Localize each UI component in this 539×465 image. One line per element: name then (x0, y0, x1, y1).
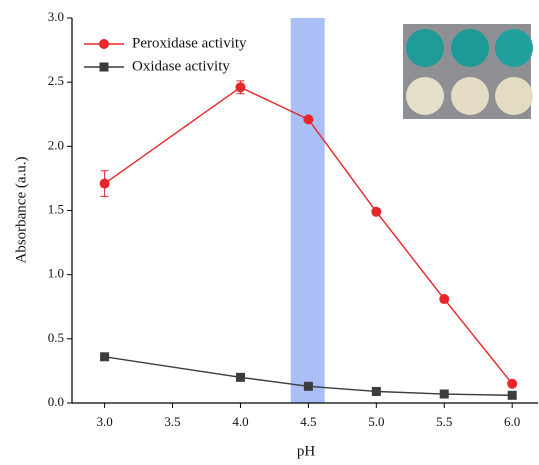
marker (303, 114, 314, 125)
marker (99, 178, 110, 189)
x-tick-label: 4.5 (300, 414, 316, 429)
marker (439, 389, 449, 399)
marker (100, 352, 110, 362)
x-tick-label: 5.0 (368, 414, 384, 429)
highlight-band (290, 18, 325, 403)
y-tick-label: 1.0 (48, 266, 64, 281)
well (451, 77, 489, 115)
y-tick-label: 0.5 (48, 330, 64, 345)
x-tick-label: 5.5 (436, 414, 452, 429)
legend-label: Oxidase activity (132, 58, 230, 74)
marker (303, 381, 313, 391)
marker (235, 372, 245, 382)
y-tick-label: 3.0 (48, 9, 64, 24)
well (451, 29, 489, 67)
marker (235, 82, 246, 93)
legend-label: Peroxidase activity (132, 35, 247, 51)
series-line (104, 356, 513, 396)
marker (507, 378, 518, 389)
marker (99, 39, 109, 49)
x-tick-label: 4.0 (232, 414, 248, 429)
x-tick-label: 3.0 (96, 414, 112, 429)
y-tick-label: 2.5 (48, 73, 64, 88)
x-tick-label: 3.5 (164, 414, 180, 429)
well (406, 29, 444, 67)
marker (507, 390, 517, 400)
y-tick-label: 1.5 (48, 201, 64, 216)
x-axis-label: pH (297, 443, 316, 459)
inset-photo (403, 24, 533, 119)
y-tick-label: 2.0 (48, 137, 64, 152)
marker (99, 62, 109, 72)
marker (371, 386, 381, 396)
y-axis-label: Absorbance (a.u.) (13, 156, 29, 263)
marker (371, 206, 382, 217)
well (406, 77, 444, 115)
marker (439, 294, 450, 305)
x-tick-label: 6.0 (504, 414, 520, 429)
y-tick-label: 0.0 (48, 394, 64, 409)
well (495, 29, 533, 67)
series-line (104, 86, 513, 385)
well (495, 77, 533, 115)
